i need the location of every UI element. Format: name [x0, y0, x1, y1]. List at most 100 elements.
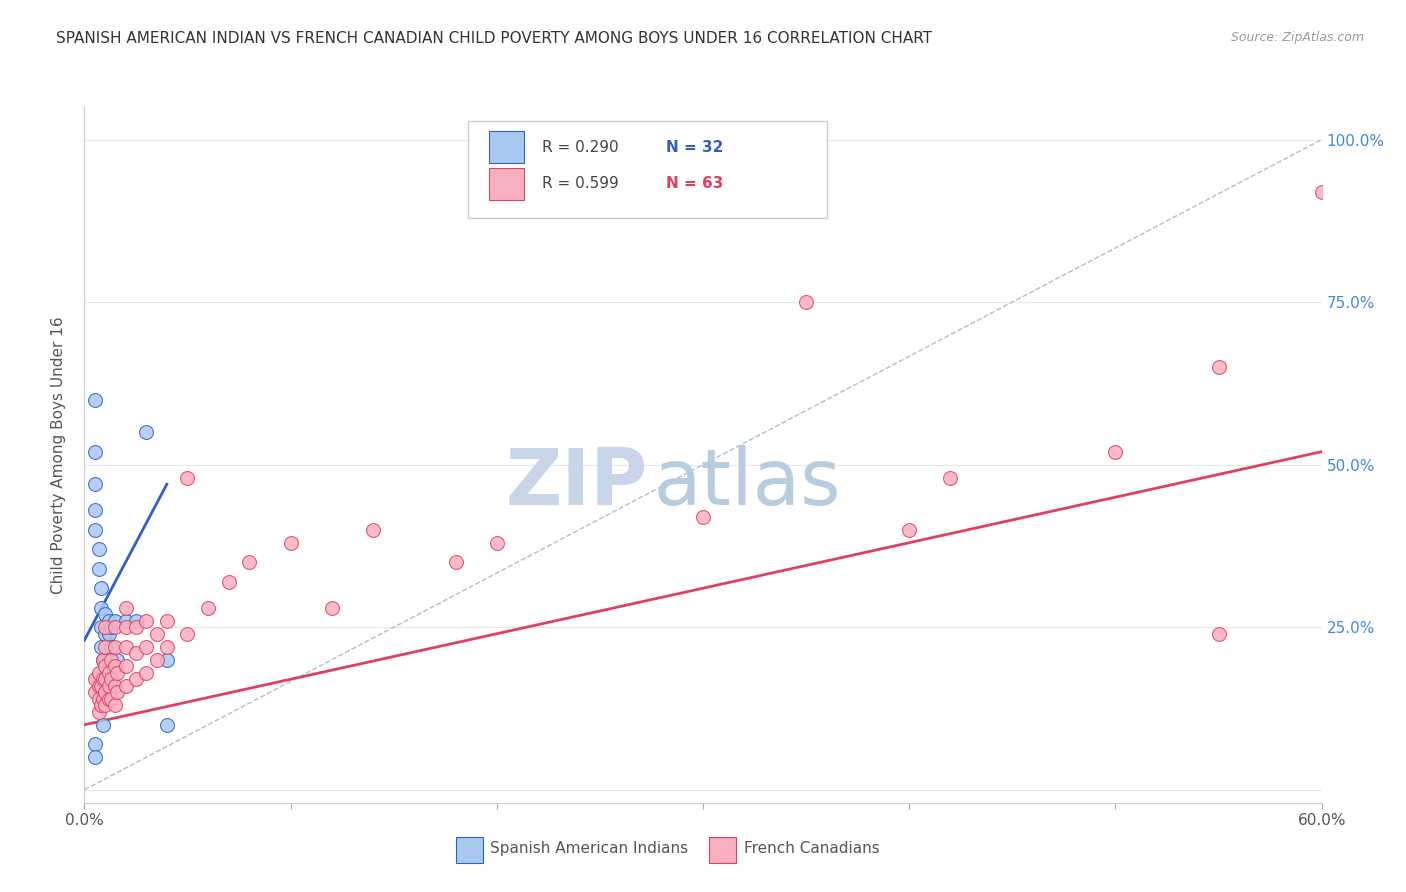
Point: [83, 672, 105, 686]
Point: [1208, 360, 1230, 375]
Text: N = 32: N = 32: [666, 140, 723, 155]
Point: [145, 626, 167, 640]
Point: [238, 555, 260, 569]
Text: atlas: atlas: [654, 445, 841, 521]
Point: [125, 620, 148, 634]
Point: [100, 653, 122, 667]
Point: [114, 679, 136, 693]
Point: [100, 620, 122, 634]
FancyBboxPatch shape: [468, 121, 827, 219]
Point: [114, 640, 136, 654]
Point: [83, 477, 105, 491]
Point: [1208, 626, 1230, 640]
Point: [218, 574, 240, 589]
Point: [91, 691, 114, 706]
Point: [98, 626, 121, 640]
Point: [197, 600, 219, 615]
Point: [83, 685, 105, 699]
Point: [898, 523, 921, 537]
FancyBboxPatch shape: [489, 168, 523, 200]
Point: [90, 600, 112, 615]
Point: [280, 535, 302, 549]
Point: [176, 471, 198, 485]
Point: [939, 471, 962, 485]
Point: [104, 614, 127, 628]
Point: [104, 659, 127, 673]
Point: [125, 614, 148, 628]
Point: [105, 665, 128, 680]
Point: [105, 653, 128, 667]
Point: [91, 672, 114, 686]
Point: [104, 640, 127, 654]
Point: [98, 679, 121, 693]
Text: N = 63: N = 63: [666, 176, 723, 191]
Point: [114, 620, 136, 634]
Point: [94, 672, 117, 686]
Point: [135, 640, 157, 654]
Point: [90, 620, 112, 634]
Point: [321, 600, 343, 615]
Point: [125, 672, 148, 686]
Point: [105, 685, 128, 699]
Point: [90, 679, 112, 693]
FancyBboxPatch shape: [489, 131, 523, 163]
Point: [94, 685, 117, 699]
Text: R = 0.599: R = 0.599: [543, 176, 619, 191]
Point: [83, 503, 105, 517]
Text: Source: ZipAtlas.com: Source: ZipAtlas.com: [1230, 31, 1364, 45]
Point: [135, 614, 157, 628]
Point: [87, 705, 110, 719]
Point: [156, 640, 179, 654]
Point: [361, 523, 384, 537]
Point: [83, 392, 105, 407]
Text: R = 0.290: R = 0.290: [543, 140, 619, 155]
Point: [94, 698, 117, 713]
Point: [98, 665, 121, 680]
Point: [104, 679, 127, 693]
Point: [83, 444, 105, 458]
Text: ZIP: ZIP: [505, 445, 647, 521]
Point: [83, 750, 105, 764]
Point: [135, 425, 157, 439]
Point: [104, 620, 127, 634]
Point: [114, 600, 136, 615]
Point: [156, 614, 179, 628]
Point: [176, 626, 198, 640]
Point: [83, 737, 105, 751]
Point: [98, 653, 121, 667]
Point: [692, 509, 714, 524]
Point: [94, 607, 117, 622]
Point: [94, 640, 117, 654]
Point: [87, 691, 110, 706]
Point: [100, 691, 122, 706]
Point: [91, 653, 114, 667]
Point: [104, 698, 127, 713]
FancyBboxPatch shape: [456, 837, 482, 863]
Point: [91, 718, 114, 732]
Point: [145, 653, 167, 667]
Point: [90, 698, 112, 713]
Point: [156, 653, 179, 667]
Text: French Canadians: French Canadians: [744, 840, 880, 855]
Point: [83, 523, 105, 537]
Point: [87, 665, 110, 680]
Point: [94, 626, 117, 640]
Point: [444, 555, 467, 569]
Point: [90, 581, 112, 595]
Point: [94, 685, 117, 699]
Point: [94, 659, 117, 673]
Point: [90, 640, 112, 654]
Point: [1310, 185, 1333, 199]
Point: [100, 640, 122, 654]
Point: [87, 542, 110, 557]
Text: SPANISH AMERICAN INDIAN VS FRENCH CANADIAN CHILD POVERTY AMONG BOYS UNDER 16 COR: SPANISH AMERICAN INDIAN VS FRENCH CANADI…: [56, 31, 932, 46]
Point: [87, 562, 110, 576]
Point: [91, 672, 114, 686]
Point: [98, 691, 121, 706]
Point: [94, 653, 117, 667]
Point: [91, 653, 114, 667]
Point: [100, 672, 122, 686]
FancyBboxPatch shape: [709, 837, 737, 863]
Point: [156, 718, 179, 732]
Point: [114, 659, 136, 673]
